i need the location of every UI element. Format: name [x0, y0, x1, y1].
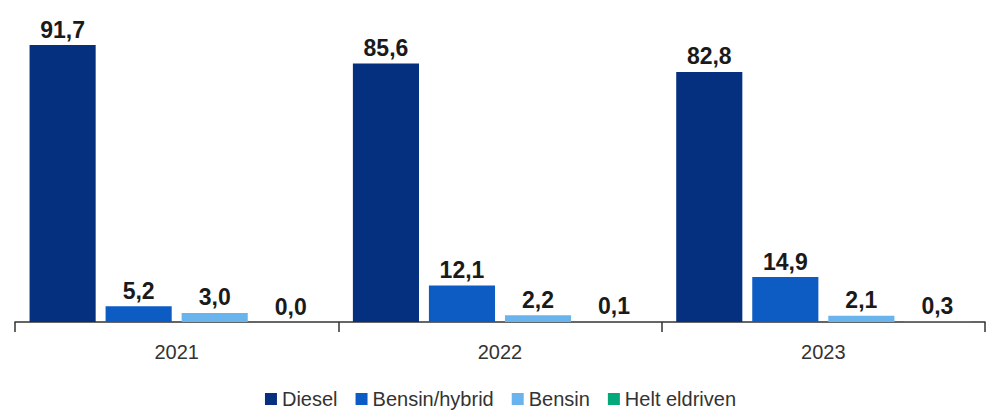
- svg-text:85,6: 85,6: [364, 35, 409, 61]
- svg-text:5,2: 5,2: [123, 278, 155, 304]
- svg-text:82,8: 82,8: [687, 43, 732, 69]
- svg-text:Diesel: Diesel: [282, 388, 338, 410]
- svg-text:91,7: 91,7: [40, 17, 85, 43]
- svg-text:Bensin/hybrid: Bensin/hybrid: [373, 388, 494, 410]
- svg-text:Helt eldriven: Helt eldriven: [625, 388, 736, 410]
- svg-text:0,3: 0,3: [921, 293, 953, 319]
- svg-text:Bensin: Bensin: [529, 388, 590, 410]
- svg-text:2,2: 2,2: [522, 287, 554, 313]
- svg-text:2021: 2021: [154, 341, 199, 363]
- svg-text:12,1: 12,1: [440, 257, 485, 283]
- svg-text:2023: 2023: [801, 341, 846, 363]
- svg-text:2,1: 2,1: [845, 287, 877, 313]
- svg-text:0,1: 0,1: [598, 293, 630, 319]
- svg-text:14,9: 14,9: [763, 249, 808, 275]
- svg-text:2022: 2022: [478, 341, 523, 363]
- svg-text:3,0: 3,0: [199, 284, 231, 310]
- svg-text:0,0: 0,0: [275, 294, 307, 320]
